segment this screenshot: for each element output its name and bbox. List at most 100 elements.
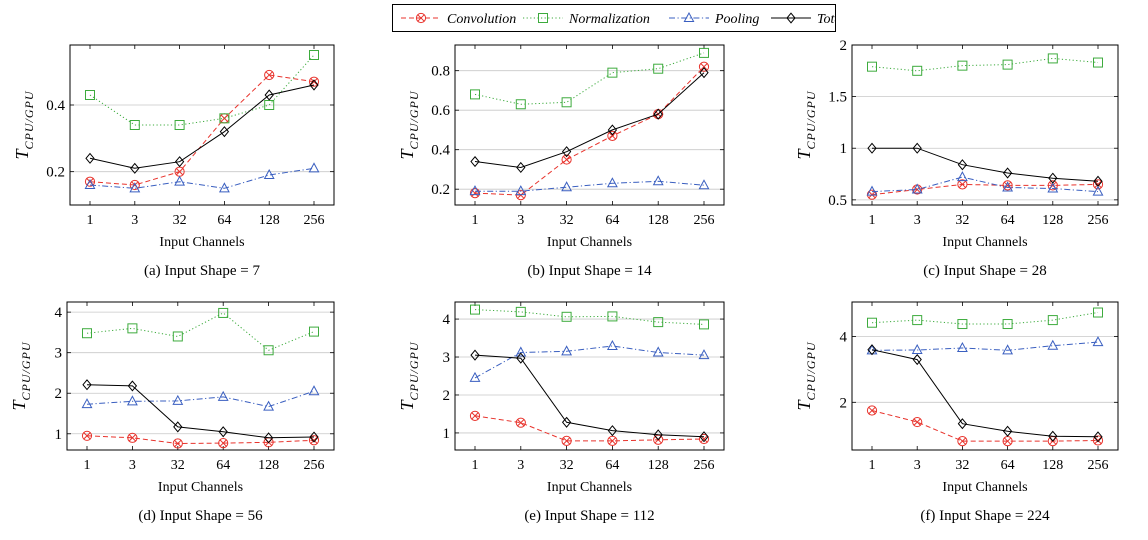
data-point-pooling [263,400,275,411]
data-point-pooling [469,371,481,382]
y-axis-label: TCPU/GPU [794,90,818,159]
chart-caption: (d) Input Shape = 56 [138,508,263,524]
data-point-normalization [1002,59,1013,70]
data-point-total [1002,167,1013,179]
y-tick-label: 0.2 [46,165,65,181]
x-tick-label: 128 [1042,213,1063,228]
data-point-total [561,146,572,158]
data-point-pooling [172,394,184,405]
data-point-normalization [470,89,480,100]
data-point-total [130,162,140,174]
data-point-total [957,159,968,171]
data-point-convolution [957,179,968,190]
data-point-normalization [561,311,572,322]
x-tick-label: 256 [1088,213,1109,228]
data-point-convolution [308,76,320,87]
data-point-pooling [515,346,527,357]
chart-caption: (e) Input Shape = 112 [524,508,654,524]
chart-caption: (a) Input Shape = 7 [144,263,260,279]
x-tick-label: 32 [955,213,969,228]
data-point-total [470,349,480,361]
chart-panel-5: 1 2 3 4 1 3 32 64 128 256 Input Channels TCPU/GPU (e… [397,301,725,524]
series-pooling [81,385,320,411]
series-convolution [469,410,710,446]
data-point-convolution [308,435,320,446]
y-tick-label: 0.5 [828,193,847,209]
data-point-total [264,89,274,101]
data-point-normalization [515,306,526,317]
data-point-total [85,152,95,164]
series-line-pooling [474,345,705,379]
data-point-pooling [469,185,481,196]
plot-frame [454,44,725,206]
data-point-pooling [84,178,96,189]
data-point-total [309,79,319,91]
data-point-normalization [127,323,138,334]
data-point-total [912,142,922,154]
x-tick-label: 32 [560,458,574,473]
series-line-convolution [86,435,315,445]
series-total [470,67,709,174]
data-point-normalization [174,120,185,130]
data-point-convolution [912,416,923,428]
data-point-total [470,155,480,168]
series-total [867,344,1103,443]
data-point-convolution [957,436,968,447]
data-point-normalization [653,63,664,74]
data-point-pooling [1047,182,1059,193]
y-tick-label: 2 [840,395,848,411]
data-point-pooling [515,185,527,196]
data-point-pooling [1002,181,1014,192]
data-point-normalization [867,317,877,328]
data-point-total [653,429,663,441]
y-tick-label: 4 [55,305,63,321]
data-point-pooling [129,182,141,193]
series-line-normalization [474,52,705,105]
data-point-total [957,418,968,430]
y-tick-label: 1 [55,427,63,443]
series-line-convolution [871,410,1099,442]
x-tick-label: 1 [472,458,479,473]
data-point-normalization [1002,319,1013,330]
x-tick-label: 32 [171,458,185,473]
data-point-normalization [1047,315,1058,326]
y-tick-label: 1 [840,141,848,157]
chart-caption: (b) Input Shape = 14 [527,263,652,279]
series-normalization [470,47,709,110]
chart-panel-2: 0.2 0.4 0.6 0.8 1 3 32 64 128 256 Input Channels TC… [397,44,725,279]
x-tick-label: 64 [216,458,230,473]
series-line-normalization [86,312,315,351]
y-axis-label: TCPU/GPU [12,90,36,159]
data-point-total [219,126,230,138]
x-tick-label: 1 [84,458,91,473]
data-point-convolution [698,61,710,72]
chart-legend: ConvolutionNormalizationPoolingTotal [392,4,845,32]
series-pooling [469,339,710,382]
series-line-convolution [89,74,315,186]
x-tick-label: 1 [869,213,876,228]
data-point-total [1002,425,1013,437]
data-point-total [263,432,274,444]
series-total [470,349,709,443]
data-point-total [867,344,877,356]
data-point-total [699,67,709,79]
data-point-normalization [218,307,229,318]
y-tick-label: 2 [840,38,848,54]
series-line-pooling [871,341,1099,351]
series-line-pooling [871,176,1099,193]
legend-marker-normalization [538,13,548,23]
data-point-total [607,425,618,437]
legend-label-pooling: Pooling [714,12,759,27]
x-tick-label: 128 [1042,458,1063,473]
data-point-convolution [81,430,93,441]
data-point-pooling [606,177,618,188]
data-point-total [218,426,228,438]
series-line-convolution [871,183,1099,196]
legend-label-convolution: Convolution [447,12,516,27]
data-point-normalization [699,319,709,330]
chart-caption: (c) Input Shape = 28 [923,263,1046,279]
data-point-normalization [912,315,923,326]
data-point-normalization [912,65,923,76]
series-pooling [866,336,1104,355]
data-point-convolution [469,410,481,421]
